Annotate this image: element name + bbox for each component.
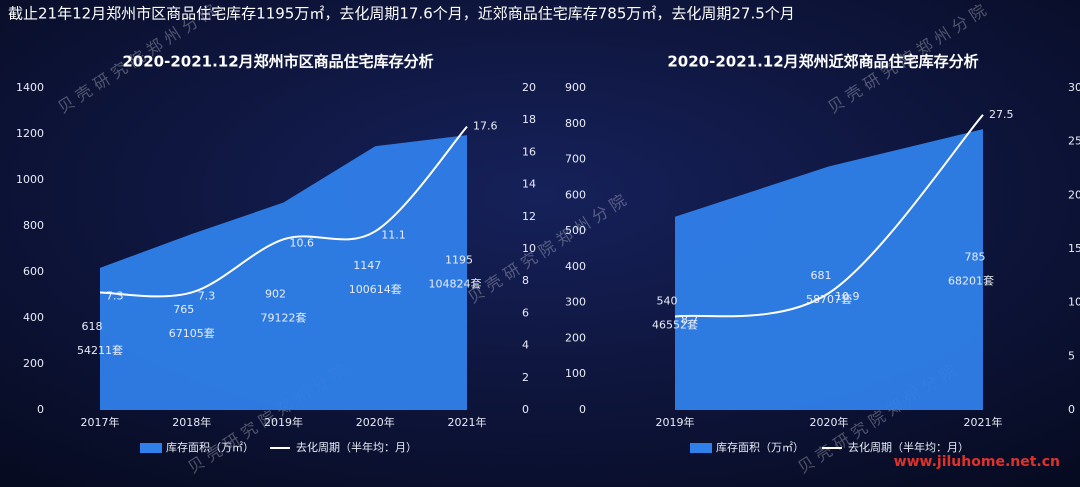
legend-label: 去化周期（半年均：月）	[296, 440, 417, 454]
y2-tick-label: 12	[522, 210, 536, 223]
y2-tick-label: 30	[1068, 81, 1080, 94]
y2-tick-label: 20	[1068, 188, 1080, 201]
site: www.jiluhome.net.cn	[894, 454, 1060, 470]
y-tick-label: 400	[565, 260, 586, 273]
area-value-label: 540	[657, 294, 678, 307]
y-tick-label: 1400	[16, 81, 44, 94]
y-tick-label: 0	[37, 403, 44, 416]
headline: 截止21年12月郑州市区商品住宅库存1195万㎡，去化周期17.6个月，近郊商品…	[8, 5, 795, 23]
y2-tick-label: 10	[1068, 296, 1080, 309]
y-tick-label: 600	[565, 188, 586, 201]
legend-swatch	[690, 443, 712, 453]
y-tick-label: 200	[23, 357, 44, 370]
line-value-label: 7.3	[106, 289, 124, 302]
legend-label: 去化周期（半年均：月）	[848, 440, 969, 454]
area-value-label: 785	[965, 251, 986, 264]
y-tick-label: 100	[565, 367, 586, 380]
y-tick-label: 600	[23, 265, 44, 278]
x-tick-label: 2017年	[81, 415, 120, 429]
legend-swatch	[140, 443, 162, 453]
area-value-label: 618	[82, 320, 103, 333]
annotation: 68201套	[948, 275, 994, 288]
chart-title: 2020-2021.12月郑州近郊商品住宅库存分析	[667, 53, 978, 71]
y-tick-label: 1000	[16, 173, 44, 186]
y-tick-label: 700	[565, 153, 586, 166]
x-tick-label: 2018年	[172, 415, 211, 429]
y2-tick-label: 6	[522, 306, 529, 319]
line	[99, 125, 468, 298]
x-tick-label: 2020年	[356, 415, 395, 429]
y-tick-label: 400	[23, 311, 44, 324]
y-tick-label: 0	[579, 403, 586, 416]
line-value-label: 7.3	[198, 289, 216, 302]
area-value-label: 1195	[445, 254, 473, 267]
y-tick-label: 200	[565, 331, 586, 344]
y2-tick-label: 8	[522, 274, 529, 287]
annotation: 58707套	[806, 293, 852, 306]
y2-tick-label: 2	[522, 371, 529, 384]
line-value-label: 10.6	[290, 236, 315, 249]
annotation: 100614套	[349, 283, 402, 296]
y2-tick-label: 0	[1068, 403, 1075, 416]
legend-label: 库存面积（万㎡）	[716, 440, 804, 454]
y-tick-label: 1200	[16, 127, 44, 140]
line-value-label: 11.1	[381, 228, 406, 241]
annotation: 79122套	[261, 311, 307, 324]
y2-tick-label: 15	[1068, 242, 1080, 255]
y2-tick-label: 18	[522, 113, 536, 126]
line-value-label: 17.6	[473, 120, 498, 133]
area-value-label: 765	[173, 303, 194, 316]
y-tick-label: 800	[23, 219, 44, 232]
y-tick-label: 500	[565, 224, 586, 237]
area-value-label: 902	[265, 287, 286, 300]
y2-tick-label: 0	[522, 403, 529, 416]
y-tick-label: 900	[565, 81, 586, 94]
y-tick-label: 300	[565, 296, 586, 309]
annotation: 54211套	[77, 344, 123, 357]
area-value-label: 681	[811, 269, 832, 282]
y2-tick-label: 14	[522, 178, 536, 191]
area	[675, 129, 983, 410]
y2-tick-label: 5	[1068, 349, 1075, 362]
annotation: 67105套	[169, 327, 215, 340]
y2-tick-label: 25	[1068, 135, 1080, 148]
line-value-label: 10.9	[835, 290, 860, 303]
line	[674, 114, 984, 318]
annotation: 104824套	[429, 278, 482, 291]
line-value-label: 27.5	[989, 108, 1014, 121]
x-tick-label: 2021年	[964, 415, 1003, 429]
y-tick-label: 800	[565, 117, 586, 130]
line-value-label: 8.7	[681, 314, 699, 327]
y2-tick-label: 20	[522, 81, 536, 94]
legend-label: 库存面积（万㎡）	[166, 440, 254, 454]
x-tick-label: 2021年	[448, 415, 487, 429]
x-tick-label: 2019年	[264, 415, 303, 429]
y2-tick-label: 16	[522, 145, 536, 158]
area-value-label: 1147	[353, 259, 381, 272]
chart-title: 2020-2021.12月郑州市区商品住宅库存分析	[122, 53, 433, 71]
y2-tick-label: 10	[522, 242, 536, 255]
annotation: 46552套	[652, 318, 698, 331]
x-tick-label: 2020年	[810, 415, 849, 429]
area	[100, 135, 467, 410]
y2-tick-label: 4	[522, 339, 529, 352]
x-tick-label: 2019年	[656, 415, 695, 429]
